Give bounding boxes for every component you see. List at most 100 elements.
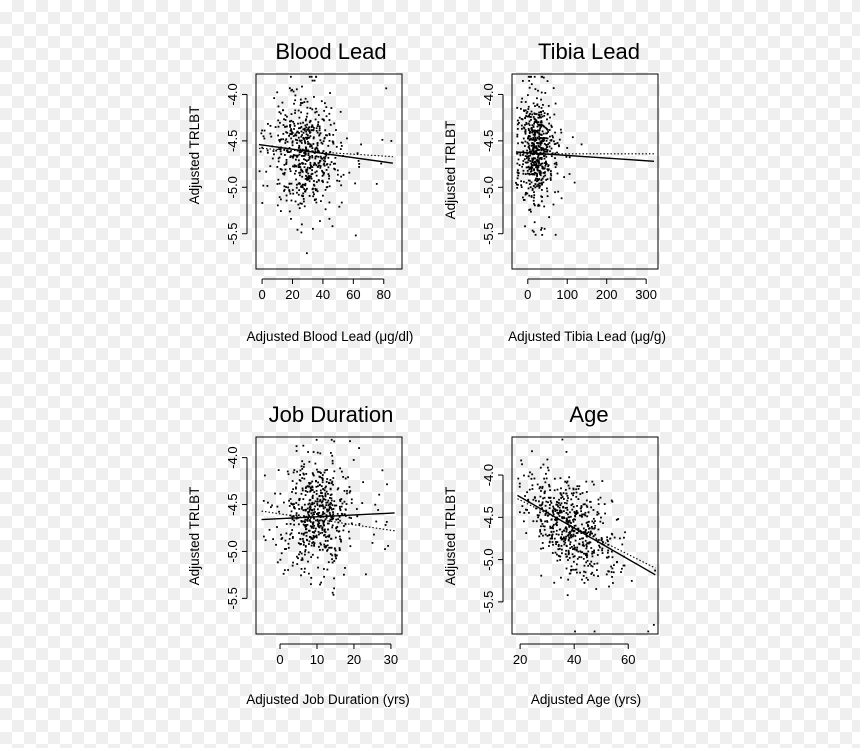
data-point [578,543,581,546]
data-point [589,532,592,535]
data-point [338,535,341,538]
data-point [308,155,311,158]
data-point [328,185,331,188]
data-point [557,545,560,547]
data-point [592,509,595,511]
data-point [586,542,589,545]
data-point [570,492,573,495]
data-point [294,94,297,97]
data-point [538,161,540,163]
data-point [310,126,313,128]
data-point [312,143,315,145]
data-point [525,112,528,115]
data-point [328,503,331,506]
panel-blood-lead: Blood Lead Adjusted TRLBT Adjusted Blood… [187,39,413,344]
data-point [530,83,533,86]
data-point [341,513,344,516]
data-point [291,537,294,539]
data-point [311,79,314,82]
data-point [585,561,588,564]
plot-frame [511,73,659,270]
data-point [520,459,523,462]
data-point [526,94,529,97]
data-point [325,169,328,171]
data-point [533,132,536,135]
data-point [517,169,519,172]
data-point [288,499,290,502]
data-point [336,169,339,172]
data-point [365,573,367,576]
data-point [536,160,539,163]
data-point [315,110,318,113]
data-point [543,227,546,230]
data-point [326,548,329,551]
data-point [293,124,296,127]
data-point [309,508,312,510]
data-point [328,112,331,115]
data-point [328,139,331,142]
data-point [597,549,600,552]
data-point [328,177,330,180]
data-point [287,542,290,545]
data-point [612,571,615,574]
x-tick-label: 0 [276,652,283,667]
data-point [579,550,582,553]
data-point [527,136,530,139]
data-point [601,538,603,541]
data-point [309,487,312,490]
y-tick-label: -5.0 [481,176,496,198]
data-point [541,233,544,236]
data-point [344,477,347,480]
data-point [537,121,540,123]
data-point [263,137,266,140]
data-point [538,111,541,114]
data-point [311,538,314,541]
data-point [298,207,301,210]
data-point [582,537,584,540]
data-point [318,519,321,522]
data-point [375,182,378,185]
data-point [314,147,317,150]
data-point [315,485,318,488]
data-point [591,480,594,483]
data-point [607,555,610,558]
data-point [308,502,311,505]
data-point [327,528,329,531]
data-point [286,140,289,143]
data-point [541,137,544,140]
data-point [532,116,535,118]
data-point [283,163,286,166]
data-point [303,101,306,103]
data-point [344,508,347,511]
data-point [312,536,315,539]
data-point [552,505,555,508]
data-point [323,545,326,548]
data-point [324,155,327,158]
data-point [549,489,552,491]
data-point [328,508,331,511]
data-point [299,469,302,472]
data-point [289,124,291,127]
x-axis-label: Adjusted Job Duration (yrs) [246,692,410,707]
y-tick-label: -5.0 [225,540,240,562]
data-point [611,500,614,503]
data-point [533,191,535,194]
data-point [339,539,342,541]
data-point [341,502,344,505]
data-point [297,542,300,545]
data-point [371,541,374,544]
data-point [545,500,548,503]
x-tick-label: 60 [621,652,635,667]
data-point [283,185,286,188]
data-point [300,231,303,234]
data-point [310,165,313,168]
data-point [321,479,324,481]
data-point [313,513,315,516]
data-point [312,137,315,140]
data-point [338,548,341,551]
data-point [538,204,541,207]
data-point [580,514,583,517]
data-point [315,493,318,495]
data-point [556,501,559,504]
data-point [566,147,569,149]
